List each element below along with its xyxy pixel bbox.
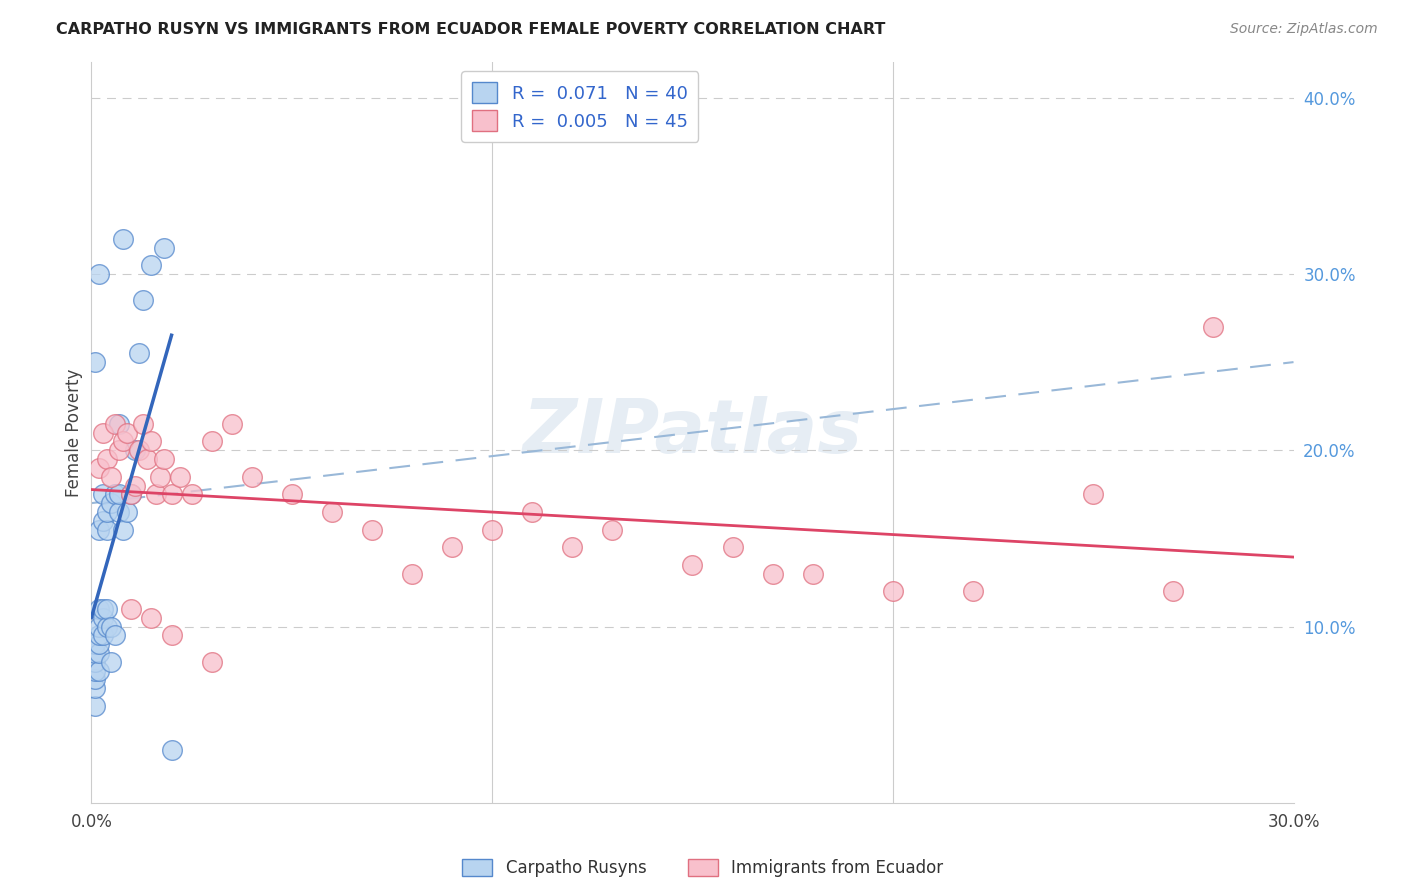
Point [100,619,122,633]
Point [160,628,183,642]
Point [962,584,984,599]
Point [89,523,111,537]
Point [160,487,183,501]
Point [124,478,146,492]
Point [96,619,118,633]
Point [1163,584,1185,599]
Point [141,434,163,449]
Point [112,232,135,246]
Point [104,487,127,501]
Point [121,602,143,616]
Point [89,267,111,281]
Point [124,443,146,458]
Point [89,637,111,651]
Point [281,487,304,501]
Point [89,664,111,678]
Point [100,496,122,510]
Point [882,584,904,599]
Point [84,681,107,696]
Point [104,628,127,642]
Point [221,417,243,431]
Point [522,505,544,519]
Point [128,346,150,360]
Point [84,698,107,713]
Point [84,655,107,669]
Point [602,523,624,537]
Text: CARPATHO RUSYN VS IMMIGRANTS FROM ECUADOR FEMALE POVERTY CORRELATION CHART: CARPATHO RUSYN VS IMMIGRANTS FROM ECUADO… [56,22,886,37]
Point [148,469,170,483]
Point [117,505,139,519]
Point [801,566,824,581]
Legend: R =  0.071   N = 40, R =  0.005   N = 45: R = 0.071 N = 40, R = 0.005 N = 45 [461,71,699,142]
Point [481,523,503,537]
Point [108,417,131,431]
Point [84,673,107,687]
Point [321,505,343,519]
Point [100,469,122,483]
Point [117,425,139,440]
Point [141,258,163,272]
Point [93,514,115,528]
Point [93,487,115,501]
Y-axis label: Female Poverty: Female Poverty [65,368,83,497]
Point [89,619,111,633]
Point [121,487,143,501]
Text: Source: ZipAtlas.com: Source: ZipAtlas.com [1230,22,1378,37]
Point [201,434,224,449]
Point [84,637,107,651]
Point [84,664,107,678]
Point [96,523,118,537]
Point [93,628,115,642]
Point [721,540,744,554]
Point [121,487,143,501]
Legend: Carpatho Rusyns, Immigrants from Ecuador: Carpatho Rusyns, Immigrants from Ecuador [456,852,950,884]
Point [96,505,118,519]
Point [561,540,583,554]
Point [762,566,785,581]
Point [108,505,131,519]
Point [1083,487,1105,501]
Point [132,293,155,308]
Point [180,487,202,501]
Point [108,443,131,458]
Point [128,443,150,458]
Point [141,611,163,625]
Point [93,602,115,616]
Point [89,602,111,616]
Point [681,558,703,572]
Point [152,241,174,255]
Point [104,417,127,431]
Point [93,425,115,440]
Point [201,655,224,669]
Point [89,646,111,660]
Point [132,417,155,431]
Point [240,469,263,483]
Point [96,602,118,616]
Point [160,743,183,757]
Point [169,469,191,483]
Point [401,566,423,581]
Point [145,487,167,501]
Point [89,461,111,475]
Point [89,628,111,642]
Point [1202,319,1225,334]
Point [108,487,131,501]
Point [360,523,382,537]
Point [100,655,122,669]
Point [96,452,118,467]
Point [84,646,107,660]
Point [112,523,135,537]
Point [93,611,115,625]
Point [84,355,107,369]
Point [112,434,135,449]
Text: ZIPatlas: ZIPatlas [523,396,862,469]
Point [152,452,174,467]
Point [440,540,463,554]
Point [136,452,159,467]
